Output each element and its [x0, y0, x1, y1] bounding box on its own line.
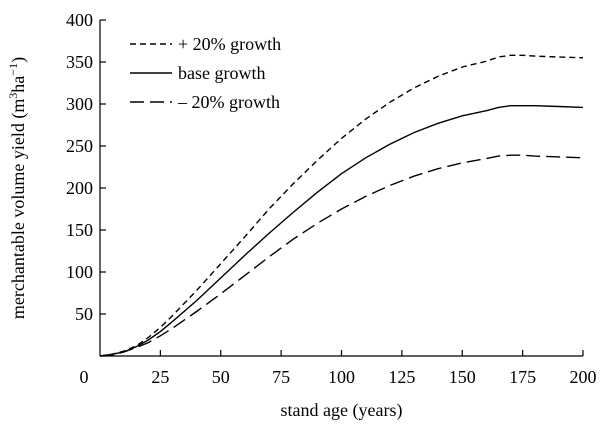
x-tick-label: 175 [509, 367, 536, 387]
y-tick-label: 200 [66, 178, 93, 198]
x-tick-label: 0 [80, 367, 89, 387]
y-axis-title: merchantable volume yield (m3ha−1) [6, 57, 29, 319]
legend: + 20% growth base growth – 20% growth [130, 34, 281, 112]
series-line-2 [99, 154, 584, 357]
y-tick-label: 350 [66, 52, 93, 72]
y-tick-label: 50 [75, 304, 93, 324]
x-ticks: 0 25 50 75 100 125 150 175 200 [80, 350, 597, 387]
x-tick-label: 75 [272, 367, 290, 387]
series-line-0 [99, 54, 584, 357]
y-ticks: 50 100 150 200 250 300 350 400 [66, 10, 106, 324]
y-tick-label: 100 [66, 262, 93, 282]
x-tick-label: 200 [570, 367, 597, 387]
series-line-1 [99, 105, 584, 357]
legend-label-0: + 20% growth [178, 34, 281, 54]
x-axis-title: stand age (years) [281, 400, 403, 421]
x-tick-label: 125 [388, 367, 415, 387]
x-tick-label: 25 [151, 367, 169, 387]
legend-label-2: – 20% growth [177, 92, 280, 112]
x-tick-label: 100 [328, 367, 355, 387]
axes [99, 20, 583, 357]
series-lines [99, 54, 584, 357]
x-tick-label: 150 [449, 367, 476, 387]
x-tick-label: 50 [212, 367, 230, 387]
y-tick-label: 300 [66, 94, 93, 114]
legend-label-1: base growth [178, 63, 265, 83]
y-tick-label: 400 [66, 10, 93, 30]
y-tick-label: 150 [66, 220, 93, 240]
y-tick-label: 250 [66, 136, 93, 156]
